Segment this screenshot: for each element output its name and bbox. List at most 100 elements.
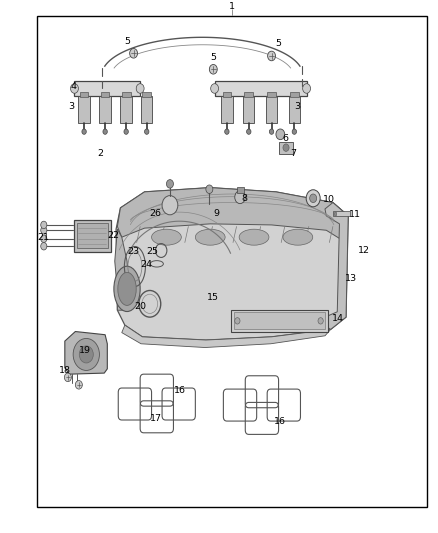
Text: 4: 4 [71, 82, 77, 91]
Circle shape [283, 144, 289, 151]
Bar [231, 310, 328, 332]
Text: 25: 25 [146, 247, 159, 256]
Text: 21: 21 [37, 233, 49, 241]
Bar [267, 92, 276, 97]
Text: 23: 23 [127, 247, 140, 256]
Circle shape [41, 235, 47, 243]
Text: 8: 8 [241, 194, 247, 203]
Text: 5: 5 [275, 39, 281, 48]
Circle shape [71, 84, 78, 93]
Text: 15: 15 [207, 293, 219, 302]
Bar [333, 211, 350, 216]
Ellipse shape [195, 229, 225, 245]
Text: 5: 5 [210, 53, 216, 61]
Bar [221, 96, 233, 123]
Circle shape [206, 185, 213, 193]
Circle shape [82, 129, 86, 134]
Circle shape [79, 346, 93, 363]
Text: 24: 24 [141, 261, 153, 269]
Circle shape [73, 338, 99, 370]
Ellipse shape [114, 266, 140, 311]
Circle shape [303, 84, 311, 93]
Text: 9: 9 [214, 209, 220, 217]
Text: 2: 2 [97, 149, 103, 158]
Circle shape [247, 129, 251, 134]
Text: 18: 18 [59, 366, 71, 375]
Bar [244, 92, 253, 97]
Circle shape [269, 129, 274, 134]
Text: 16: 16 [173, 386, 186, 394]
Bar [142, 92, 151, 97]
Ellipse shape [239, 229, 269, 245]
Text: 5: 5 [124, 37, 130, 46]
Bar [99, 96, 111, 123]
Circle shape [235, 191, 245, 204]
Polygon shape [117, 188, 348, 243]
Polygon shape [65, 332, 107, 374]
Bar [289, 96, 300, 123]
Circle shape [235, 318, 240, 324]
Circle shape [41, 227, 47, 234]
Bar [234, 312, 325, 329]
Bar [290, 92, 299, 97]
Circle shape [103, 129, 107, 134]
Bar [77, 223, 108, 248]
Text: 13: 13 [345, 274, 357, 283]
Bar [223, 92, 231, 97]
Circle shape [136, 84, 144, 93]
Bar [141, 96, 152, 123]
Bar [334, 212, 336, 215]
Text: 16: 16 [273, 417, 286, 425]
Text: 17: 17 [149, 414, 162, 423]
Circle shape [225, 129, 229, 134]
Polygon shape [116, 188, 348, 340]
Ellipse shape [283, 229, 313, 245]
Bar [279, 142, 293, 154]
Circle shape [64, 373, 71, 382]
Bar [74, 81, 140, 96]
Text: 14: 14 [332, 314, 344, 323]
Bar [215, 81, 307, 96]
Circle shape [276, 129, 285, 140]
Text: 6: 6 [283, 134, 289, 143]
Circle shape [306, 190, 320, 207]
Ellipse shape [152, 229, 181, 245]
Bar [74, 220, 111, 252]
Circle shape [310, 194, 317, 203]
Circle shape [124, 129, 128, 134]
Circle shape [318, 318, 323, 324]
Text: 10: 10 [322, 196, 335, 204]
Bar [122, 92, 131, 97]
Bar [243, 96, 254, 123]
Circle shape [211, 84, 219, 93]
Bar [80, 92, 88, 97]
Text: 11: 11 [349, 210, 361, 219]
Bar [120, 96, 132, 123]
Bar [78, 96, 90, 123]
Text: 20: 20 [134, 302, 146, 311]
Polygon shape [324, 203, 348, 329]
Circle shape [292, 129, 297, 134]
Circle shape [162, 196, 178, 215]
Circle shape [130, 49, 138, 58]
Text: 7: 7 [290, 149, 297, 158]
Circle shape [166, 180, 173, 188]
Text: 12: 12 [358, 246, 371, 255]
Bar [266, 96, 277, 123]
Bar [237, 187, 244, 193]
Text: 26: 26 [149, 209, 162, 217]
Text: 1: 1 [229, 2, 235, 11]
Circle shape [209, 64, 217, 74]
Bar [37, 16, 427, 507]
Text: 22: 22 [107, 231, 119, 240]
Polygon shape [115, 229, 129, 310]
Text: 3: 3 [294, 102, 300, 111]
Circle shape [145, 129, 149, 134]
Bar [101, 92, 110, 97]
Polygon shape [122, 325, 331, 348]
Circle shape [41, 243, 47, 250]
Circle shape [268, 51, 276, 61]
Circle shape [41, 221, 47, 229]
Text: 3: 3 [68, 102, 74, 111]
Circle shape [75, 381, 82, 389]
